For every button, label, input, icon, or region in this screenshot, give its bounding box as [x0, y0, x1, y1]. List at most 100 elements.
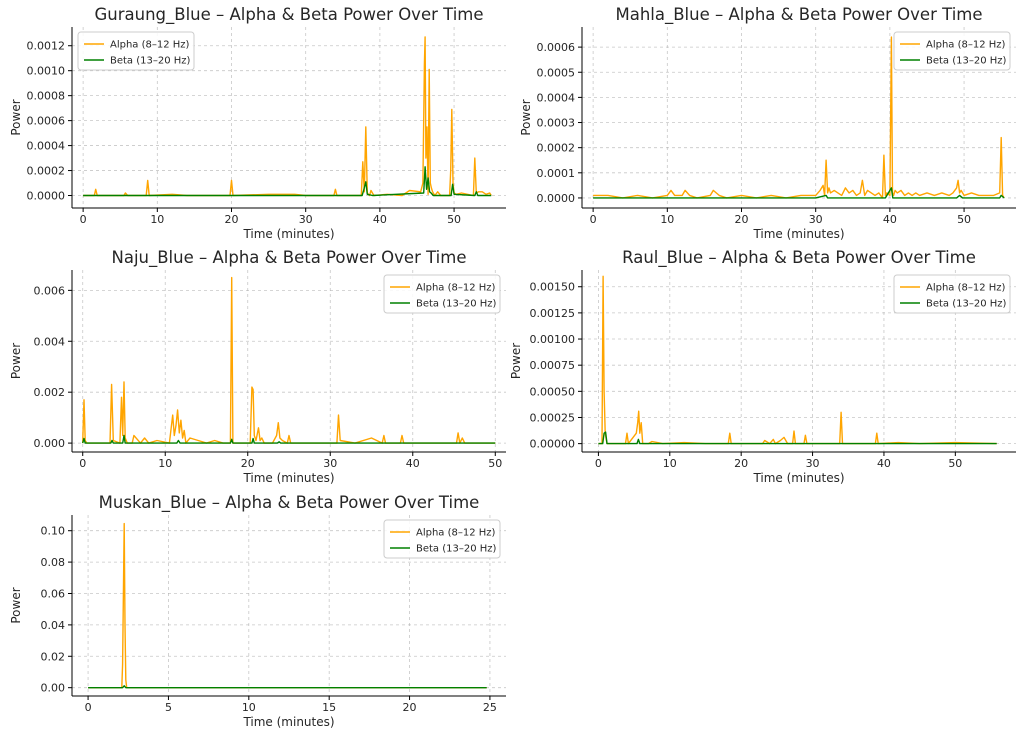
x-axis-label: Time (minutes) [242, 471, 334, 485]
y-tick-label: 0.00 [41, 682, 66, 695]
series-line-beta [88, 685, 487, 689]
x-axis-label: Time (minutes) [242, 227, 334, 241]
y-tick-label: 0.06 [41, 587, 66, 600]
x-tick-label: 10 [660, 213, 674, 226]
legend-box [893, 274, 1011, 314]
y-tick-label: 0.0002 [537, 142, 576, 155]
x-tick-label: 50 [957, 213, 971, 226]
legend-box [77, 31, 195, 71]
legend-label-beta: Beta (13–20 Hz) [110, 56, 191, 67]
y-tick-label: 0.006 [34, 284, 66, 297]
y-tick-label: 0.0012 [27, 40, 66, 53]
x-tick-label: 50 [948, 457, 962, 470]
legend: Alpha (8–12 Hz) Beta (13–20 Hz) [893, 274, 1011, 314]
y-tick-label: 0.10 [41, 525, 66, 538]
chart-2: 0 10 20 30 40 50 0.0000 0.0001 0.0002 0.0003 0.000… [519, 5, 1016, 241]
legend-label-alpha: Alpha (8–12 Hz) [416, 283, 496, 294]
x-tick-label: 0 [80, 213, 87, 226]
legend-label-alpha: Alpha (8–12 Hz) [416, 528, 496, 539]
x-tick-label: 30 [806, 457, 820, 470]
x-tick-label: 10 [158, 457, 172, 470]
series-line-beta [83, 166, 492, 197]
x-tick-label: 30 [299, 213, 313, 226]
legend-box [383, 274, 501, 314]
y-tick-label: 0.00000 [530, 438, 576, 451]
x-tick-label: 0 [79, 457, 86, 470]
y-tick-label: 0.00100 [530, 333, 576, 346]
chart-5: 0 5 10 15 20 25 0.00 0.02 0.04 0.06 0.08 0.10 Muskan… [9, 493, 506, 729]
y-tick-label: 0.0000 [27, 190, 66, 203]
legend-label-beta: Beta (13–20 Hz) [416, 544, 497, 555]
series-line-beta [598, 431, 997, 445]
series-line-alpha [598, 275, 997, 445]
x-tick-label: 20 [225, 213, 239, 226]
legend-box [383, 519, 501, 559]
series-line-alpha [593, 36, 1005, 199]
legend-label-alpha: Alpha (8–12 Hz) [926, 283, 1006, 294]
y-tick-label: 0.00050 [530, 385, 576, 398]
chart-title: Raul_Blue – Alpha & Beta Power Over Time [622, 248, 976, 268]
x-tick-label: 0 [85, 701, 92, 714]
y-tick-label: 0.0008 [27, 90, 66, 103]
y-tick-label: 0.002 [34, 386, 66, 399]
legend: Alpha (8–12 Hz) Beta (13–20 Hz) [383, 274, 501, 314]
y-tick-label: 0.02 [41, 650, 66, 663]
series-line-alpha [88, 522, 487, 689]
legend-label-beta: Beta (13–20 Hz) [926, 56, 1007, 67]
x-tick-label: 10 [663, 457, 677, 470]
x-tick-label: 20 [403, 701, 417, 714]
y-tick-label: 0.04 [41, 619, 66, 632]
y-axis-label: Power [519, 99, 533, 135]
chart-3: 0 10 20 30 40 50 0.000 0.002 0.004 0.006 Naju_Blue… [9, 248, 506, 485]
chart-title: Muskan_Blue – Alpha & Beta Power Over Ti… [99, 493, 480, 513]
chart-4: 0 10 20 30 40 50 0.00000 0.00025 0.00050 0.00075 0… [509, 248, 1016, 485]
x-tick-label: 20 [735, 213, 749, 226]
y-tick-label: 0.0000 [537, 192, 576, 205]
y-tick-label: 0.0005 [537, 66, 576, 79]
y-axis-label: Power [9, 587, 23, 623]
y-tick-label: 0.0010 [27, 65, 66, 78]
x-tick-label: 20 [734, 457, 748, 470]
y-axis-label: Power [9, 99, 23, 135]
y-tick-label: 0.0001 [537, 167, 576, 180]
x-tick-label: 10 [242, 701, 256, 714]
y-tick-label: 0.0004 [27, 140, 66, 153]
y-tick-label: 0.08 [41, 556, 66, 569]
x-tick-label: 5 [165, 701, 172, 714]
series-line-beta [593, 187, 1005, 199]
x-tick-label: 40 [883, 213, 897, 226]
x-tick-label: 40 [406, 457, 420, 470]
x-tick-label: 25 [483, 701, 497, 714]
x-tick-label: 30 [809, 213, 823, 226]
legend-label-alpha: Alpha (8–12 Hz) [926, 40, 1006, 51]
chart-title: Mahla_Blue – Alpha & Beta Power Over Tim… [615, 5, 982, 25]
y-tick-label: 0.0006 [27, 115, 66, 128]
x-axis-label: Time (minutes) [242, 715, 334, 729]
x-axis-label: Time (minutes) [752, 471, 844, 485]
legend-box [893, 31, 1011, 71]
chart-title: Guraung_Blue – Alpha & Beta Power Over T… [94, 5, 483, 25]
legend-label-beta: Beta (13–20 Hz) [416, 299, 497, 310]
x-tick-label: 10 [150, 213, 164, 226]
x-tick-label: 15 [322, 701, 336, 714]
legend: Alpha (8–12 Hz) Beta (13–20 Hz) [383, 519, 501, 559]
y-tick-label: 0.0003 [537, 117, 576, 130]
series-line-beta [82, 434, 496, 444]
y-tick-label: 0.00025 [530, 411, 576, 424]
x-tick-label: 0 [590, 213, 597, 226]
x-tick-label: 0 [595, 457, 602, 470]
y-tick-label: 0.00125 [530, 307, 576, 320]
legend: Alpha (8–12 Hz) Beta (13–20 Hz) [77, 31, 195, 71]
legend: Alpha (8–12 Hz) Beta (13–20 Hz) [893, 31, 1011, 71]
y-tick-label: 0.00075 [530, 359, 576, 372]
chart-title: Naju_Blue – Alpha & Beta Power Over Time [111, 248, 466, 268]
x-axis-label: Time (minutes) [752, 227, 844, 241]
y-axis-label: Power [509, 343, 523, 379]
y-tick-label: 0.0002 [27, 165, 66, 178]
legend-label-alpha: Alpha (8–12 Hz) [110, 40, 190, 51]
x-tick-label: 50 [488, 457, 502, 470]
chart-1: 0 10 20 30 40 50 0.0000 0.0002 0.0004 0.0006 0.000… [9, 5, 506, 241]
y-axis-label: Power [9, 343, 23, 379]
y-tick-label: 0.00150 [530, 281, 576, 294]
